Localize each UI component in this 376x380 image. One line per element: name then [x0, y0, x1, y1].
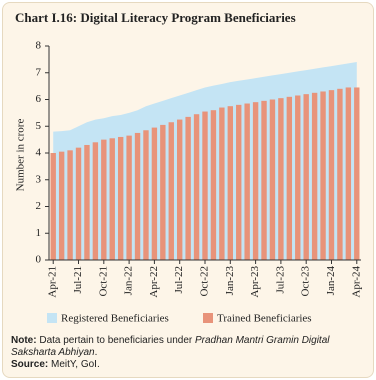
note-label: Note: — [11, 335, 37, 346]
bar — [67, 150, 73, 260]
x-tick-label: Apr-21 — [47, 266, 59, 298]
bar — [320, 91, 326, 260]
chart: Chart I.16: Digital Literacy Program Ben… — [15, 10, 363, 325]
y-tick-label: 2 — [36, 200, 42, 212]
x-tick-label: Apr-24 — [350, 266, 362, 298]
bar — [303, 94, 309, 261]
bar — [143, 130, 149, 260]
bar — [337, 88, 343, 260]
y-tick-label: 5 — [36, 120, 42, 132]
bar — [219, 107, 225, 261]
bar — [202, 111, 208, 260]
legend-label: Trained Beneficiaries — [217, 313, 312, 325]
y-axis-label: Number in crore — [15, 119, 27, 192]
bar — [117, 136, 124, 260]
bar — [168, 122, 174, 260]
source-label: Source: — [11, 359, 49, 370]
bar — [84, 144, 90, 260]
x-tick-label: Jul-23 — [274, 266, 286, 294]
x-tick-label: Jul-21 — [72, 266, 84, 294]
bar — [92, 142, 99, 260]
y-tick-label: 1 — [36, 227, 42, 239]
x-tick-label: Jan-24 — [325, 266, 337, 296]
x-tick-label: Oct-21 — [97, 266, 109, 297]
x-tick-label: Jul-22 — [173, 266, 185, 294]
bar — [328, 90, 335, 260]
y-tick-label: 3 — [36, 173, 42, 185]
bar — [126, 135, 132, 260]
y-tick-label: 8 — [36, 40, 42, 52]
legend-swatch — [47, 313, 57, 323]
bar — [286, 96, 293, 260]
bar — [75, 147, 82, 260]
bar — [101, 139, 107, 260]
bar — [193, 114, 200, 261]
y-tick-label: 7 — [36, 66, 42, 78]
legend-label: Registered Beneficiaries — [61, 313, 169, 325]
bar — [354, 87, 360, 261]
x-tick-label: Apr-22 — [148, 266, 160, 298]
bar — [151, 127, 158, 261]
bar — [345, 87, 352, 261]
bar — [311, 92, 318, 260]
note-italic: Pradhan Mantri Gramin Digital Saksharta … — [11, 335, 330, 358]
bar — [244, 103, 250, 260]
note-end: . — [94, 347, 98, 358]
bar — [295, 95, 301, 260]
source-text: MeitY, GoI. — [51, 359, 100, 370]
bar — [160, 124, 166, 260]
bar — [185, 116, 191, 260]
x-tick-label: Jan-22 — [123, 266, 135, 295]
bar — [227, 106, 233, 260]
bar — [269, 99, 276, 260]
x-tick-label: Jan-23 — [224, 266, 236, 296]
y-tick-label: 0 — [36, 254, 42, 266]
bar — [109, 138, 115, 260]
notes: Note: Data pertain to beneficiaries unde… — [11, 335, 367, 371]
legend-swatch — [203, 313, 213, 323]
bar — [134, 132, 141, 260]
x-tick-label: Oct-22 — [199, 266, 211, 297]
note-text: Data pertain to beneficiaries under — [39, 335, 193, 346]
y-tick-label: 6 — [36, 93, 42, 105]
chart-panel: Chart I.16: Digital Literacy Program Ben… — [2, 2, 374, 378]
x-tick-label: Oct-23 — [300, 266, 312, 297]
bar — [261, 100, 267, 261]
bar — [210, 110, 217, 260]
y-tick-label: 4 — [36, 147, 42, 159]
bar — [278, 98, 284, 260]
bar — [50, 153, 56, 260]
bar — [252, 102, 259, 260]
bar — [58, 151, 65, 260]
bar — [177, 119, 183, 260]
bar — [236, 104, 242, 260]
x-tick-label: Apr-23 — [249, 266, 261, 298]
chart-title: Chart I.16: Digital Literacy Program Ben… — [15, 10, 296, 25]
